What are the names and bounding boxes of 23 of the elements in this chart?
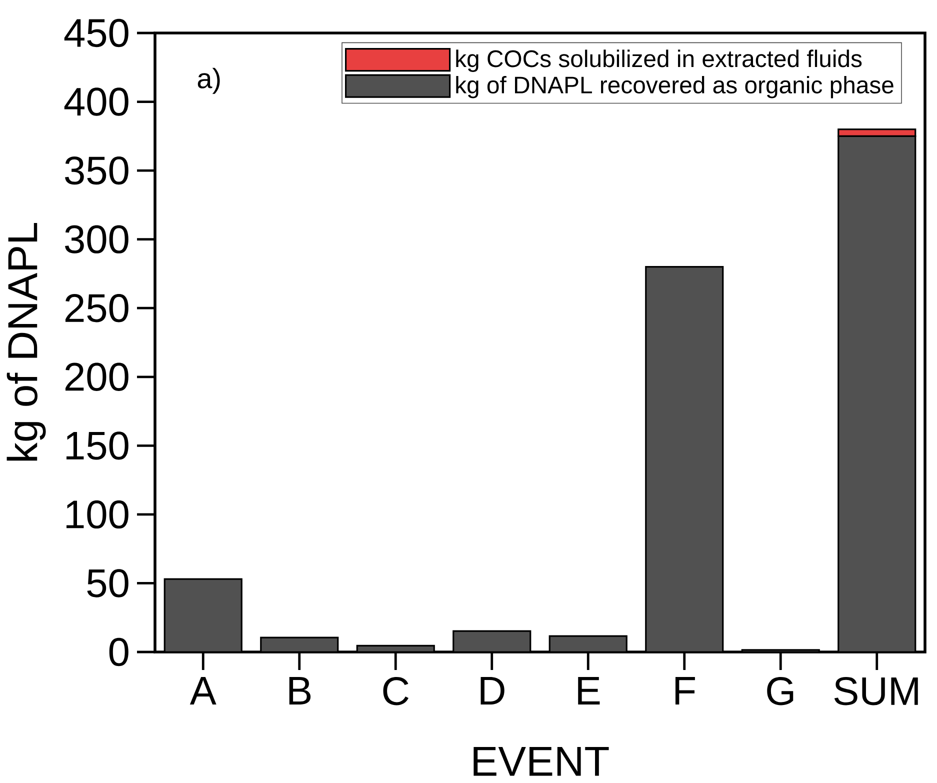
y-tick-label: 150	[66, 432, 128, 460]
x-tick-label: A	[190, 677, 216, 704]
x-tick-label: F	[675, 677, 695, 704]
y-tick-label: 0	[109, 638, 128, 666]
y-tick-label: 350	[65, 156, 128, 185]
y-tick-label: 250	[65, 294, 128, 322]
y-tick-label: 300	[65, 225, 128, 254]
y-tick-label: 450	[64, 18, 128, 48]
legend-label: kg of DNAPL recovered as organic phase	[456, 76, 894, 98]
x-axis-title: EVENT	[474, 746, 609, 776]
x-tick-label: G	[767, 677, 794, 706]
y-axis-title: kg of DNAPL	[6, 223, 46, 461]
y-tick-label: 400	[64, 88, 128, 116]
x-tick-label: B	[289, 677, 311, 704]
legend-label: kg COCs solubilized in extracted fluids	[456, 50, 862, 72]
x-tick-label: D	[480, 677, 504, 704]
y-tick-label: 50	[87, 569, 128, 598]
y-tick-label: 200	[65, 362, 128, 391]
x-tick-label: C	[383, 677, 408, 706]
annotation: a)	[198, 68, 220, 94]
x-tick-label: SUM	[834, 677, 918, 706]
y-tick-label: 100	[66, 500, 128, 529]
x-tick-label: E	[578, 677, 600, 704]
